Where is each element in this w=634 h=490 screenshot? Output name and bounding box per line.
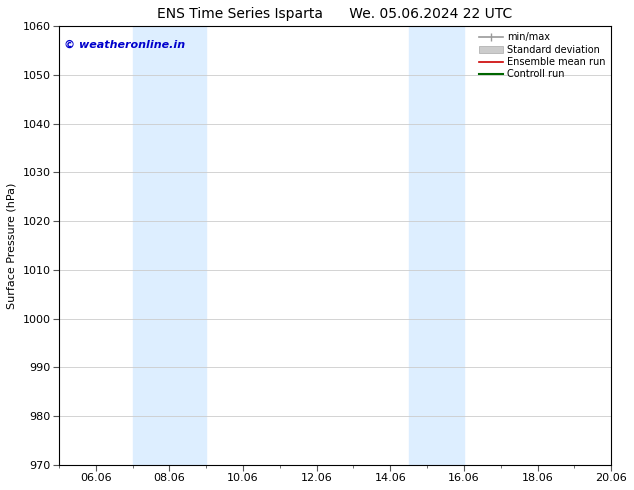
Legend: min/max, Standard deviation, Ensemble mean run, Controll run: min/max, Standard deviation, Ensemble me…	[476, 29, 608, 82]
Text: © weatheronline.in: © weatheronline.in	[65, 39, 186, 49]
Title: ENS Time Series Isparta      We. 05.06.2024 22 UTC: ENS Time Series Isparta We. 05.06.2024 2…	[157, 7, 513, 21]
Y-axis label: Surface Pressure (hPa): Surface Pressure (hPa)	[7, 182, 17, 309]
Bar	[409, 26, 464, 465]
Bar	[133, 26, 206, 465]
